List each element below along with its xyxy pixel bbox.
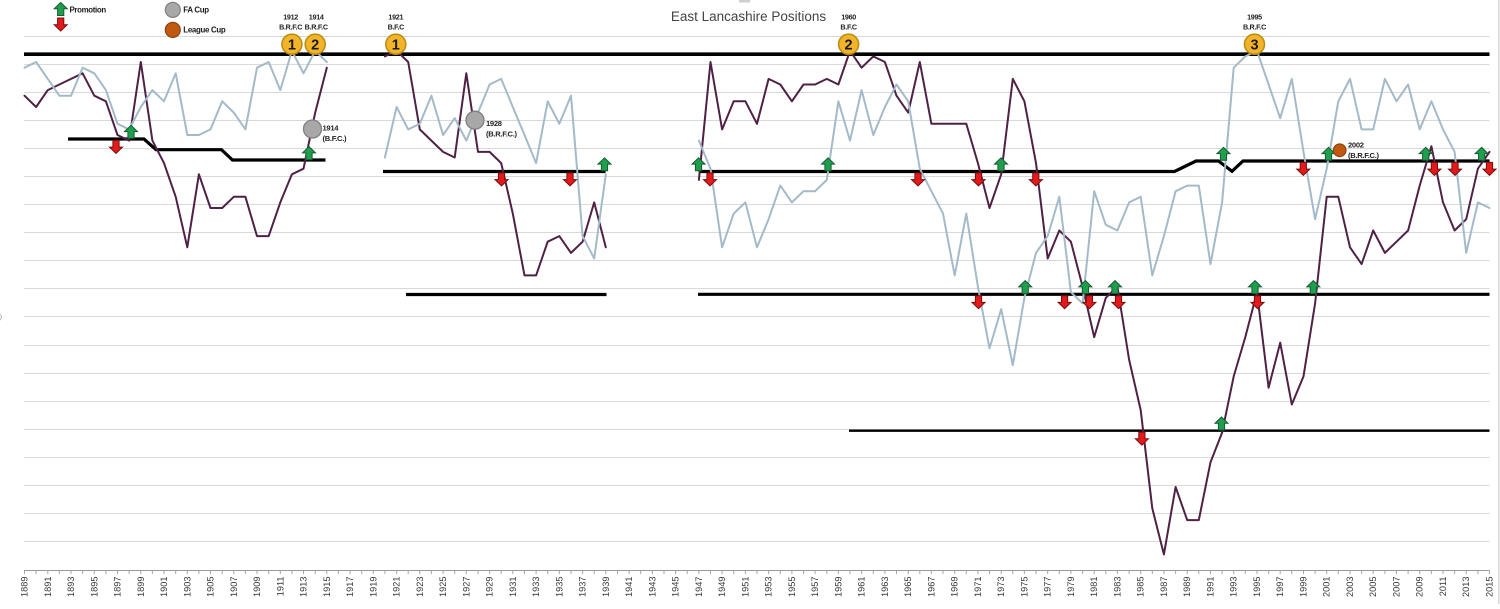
svg-text:1931: 1931 [508,577,518,597]
svg-text:1897: 1897 [113,577,123,597]
svg-text:B.R.F.C: B.R.F.C [1243,23,1266,32]
svg-text:3: 3 [1250,37,1258,53]
svg-text:1889: 1889 [20,577,30,597]
svg-text:1969: 1969 [950,577,960,597]
svg-text:1995: 1995 [1252,577,1262,597]
svg-text:1914: 1914 [309,13,324,22]
svg-text:1961: 1961 [857,577,867,597]
svg-text:1909: 1909 [252,577,262,597]
svg-text:1953: 1953 [764,577,774,597]
svg-text:2015: 2015 [1485,577,1495,597]
svg-text:1995: 1995 [1247,13,1262,22]
svg-text:1951: 1951 [740,577,750,597]
svg-text:1929: 1929 [485,577,495,597]
svg-text:1903: 1903 [182,577,192,597]
svg-text:Promotion: Promotion [70,6,107,15]
svg-text:(B.R.F.C.): (B.R.F.C.) [1348,151,1380,160]
svg-text:1919: 1919 [368,577,378,597]
svg-text:1991: 1991 [1206,577,1216,597]
svg-text:1981: 1981 [1089,577,1099,597]
svg-text:2005: 2005 [1368,577,1378,597]
svg-text:1: 1 [392,37,400,53]
svg-text:1973: 1973 [996,577,1006,597]
svg-text:2011: 2011 [1438,577,1448,597]
svg-text:1987: 1987 [1159,577,1169,597]
svg-text:1933: 1933 [531,577,541,597]
svg-text:1997: 1997 [1275,577,1285,597]
svg-text:2009: 2009 [1415,577,1425,597]
svg-text:B.F.C: B.F.C [388,23,405,32]
svg-text:1949: 1949 [717,577,727,597]
svg-text:1945: 1945 [671,577,681,597]
svg-text:1959: 1959 [833,577,843,597]
svg-text:1999: 1999 [1299,577,1309,597]
svg-text:1935: 1935 [554,577,564,597]
svg-text:1899: 1899 [136,577,146,597]
svg-text:1989: 1989 [1182,577,1192,597]
svg-text:1928: 1928 [486,119,502,128]
svg-text:1901: 1901 [159,577,169,597]
svg-text:1977: 1977 [1043,577,1053,597]
svg-text:2007: 2007 [1392,577,1402,597]
svg-text:0: 0 [0,313,2,323]
svg-text:1941: 1941 [624,577,634,597]
svg-text:1917: 1917 [345,577,355,597]
svg-text:(B.R.F.C.): (B.R.F.C.) [486,130,518,139]
svg-text:1979: 1979 [1066,577,1076,597]
svg-text:FA Cup: FA Cup [183,6,209,15]
svg-text:1921: 1921 [388,13,403,22]
svg-text:B.R.F.C: B.R.F.C [279,23,302,32]
svg-text:League Cup: League Cup [183,25,226,34]
svg-text:1960: 1960 [841,13,856,22]
svg-text:1895: 1895 [89,577,99,597]
svg-text:1975: 1975 [1019,577,1029,597]
svg-text:1985: 1985 [1136,577,1146,597]
svg-text:1947: 1947 [694,577,704,597]
svg-text:1891: 1891 [43,577,53,597]
svg-text:1893: 1893 [66,577,76,597]
svg-text:1927: 1927 [461,577,471,597]
svg-text:1971: 1971 [973,577,983,597]
svg-text:1915: 1915 [322,577,332,597]
svg-text:1923: 1923 [415,577,425,597]
svg-text:2: 2 [311,37,319,53]
svg-text:2003: 2003 [1345,577,1355,597]
svg-text:1912: 1912 [283,13,298,22]
svg-text:(B.F.C.): (B.F.C.) [323,134,348,143]
svg-text:2002: 2002 [1348,141,1364,150]
svg-text:B.R.F.C: B.R.F.C [305,23,328,32]
svg-text:1967: 1967 [926,577,936,597]
svg-text:1914: 1914 [323,124,340,133]
svg-text:1913: 1913 [299,577,309,597]
svg-text:2013: 2013 [1461,577,1471,597]
svg-text:1921: 1921 [392,577,402,597]
svg-text:1905: 1905 [206,577,216,597]
svg-text:1957: 1957 [810,577,820,597]
svg-text:1965: 1965 [903,577,913,597]
svg-text:1925: 1925 [438,577,448,597]
svg-text:B.F.C: B.F.C [840,23,857,32]
svg-text:1993: 1993 [1229,577,1239,597]
svg-text:1907: 1907 [229,577,239,597]
svg-text:1983: 1983 [1112,577,1122,597]
svg-text:1911: 1911 [275,577,285,597]
svg-text:1943: 1943 [647,577,657,597]
svg-text:1963: 1963 [880,577,890,597]
svg-text:East Lancashire Positions: East Lancashire Positions [671,9,827,24]
svg-text:1955: 1955 [787,577,797,597]
svg-text:2001: 2001 [1322,577,1332,597]
svg-text:2: 2 [845,37,853,53]
svg-text:1939: 1939 [601,577,611,597]
svg-text:1937: 1937 [578,577,588,597]
svg-text:1: 1 [288,37,296,53]
